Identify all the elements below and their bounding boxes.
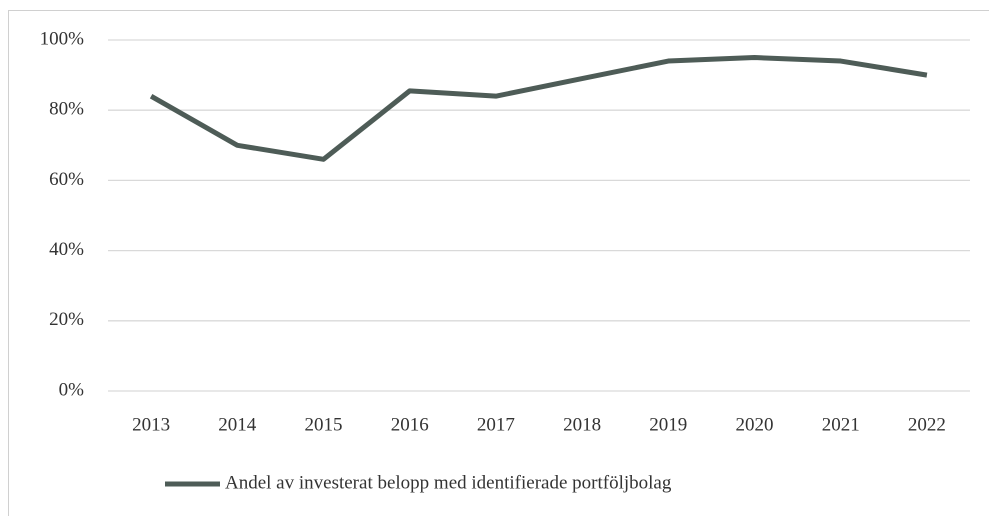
x-tick-label: 2019 <box>649 414 687 435</box>
x-tick-label: 2018 <box>563 414 601 435</box>
y-tick-label: 40% <box>49 239 84 260</box>
x-tick-label: 2015 <box>305 414 343 435</box>
y-tick-label: 0% <box>59 379 85 400</box>
x-tick-label: 2022 <box>908 414 946 435</box>
y-tick-label: 80% <box>49 99 84 120</box>
x-tick-label: 2014 <box>218 414 257 435</box>
x-tick-label: 2016 <box>391 414 429 435</box>
chart-frame <box>8 10 989 516</box>
data-line <box>149 55 928 162</box>
legend-label: Andel av investerat belopp med identifie… <box>225 472 672 493</box>
y-tick-label: 20% <box>49 309 84 330</box>
x-tick-label: 2020 <box>736 414 774 435</box>
y-tick-label: 60% <box>49 169 84 190</box>
x-tick-label: 2017 <box>477 414 515 435</box>
x-tick-label: 2021 <box>822 414 860 435</box>
x-tick-label: 2013 <box>132 414 170 435</box>
y-tick-label: 100% <box>40 28 85 49</box>
